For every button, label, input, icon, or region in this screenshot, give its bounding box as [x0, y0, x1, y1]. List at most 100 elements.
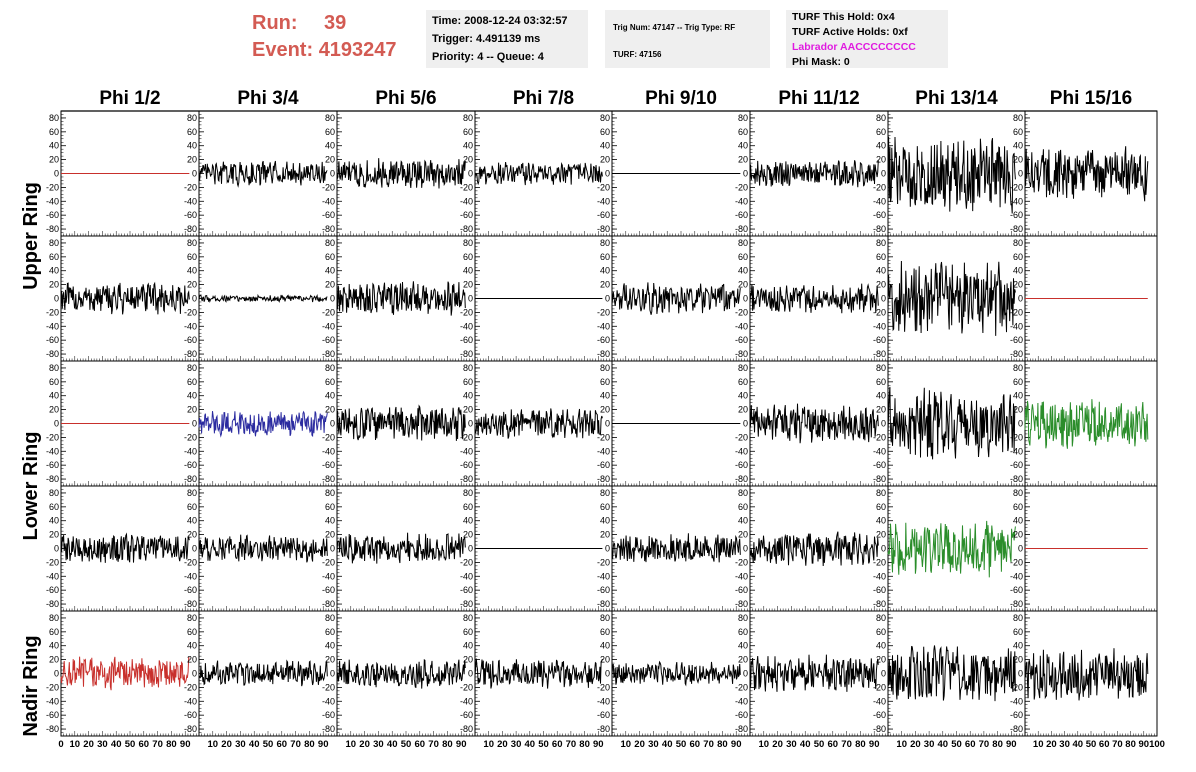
- y-tick-label: 0: [192, 419, 197, 429]
- waveform-trace: [198, 410, 328, 438]
- y-tick-label: -60: [1010, 585, 1023, 595]
- y-tick-label: 60: [325, 127, 335, 137]
- y-tick-label: -60: [322, 710, 335, 720]
- x-tick-label: 50: [263, 739, 274, 750]
- trigger-text: Trigger: 4.491139 ms: [432, 33, 541, 45]
- y-tick-label: 20: [325, 155, 335, 165]
- y-tick-label: -40: [460, 446, 473, 456]
- y-tick-label: 60: [187, 502, 197, 512]
- x-tick-label: 20: [221, 739, 232, 750]
- y-tick-label: 40: [187, 641, 197, 651]
- y-tick-label: 60: [463, 252, 473, 262]
- x-tick-label: 80: [992, 739, 1003, 750]
- y-tick-label: -20: [460, 432, 473, 442]
- y-tick-label: -40: [735, 696, 748, 706]
- waveform-trace: [198, 659, 328, 687]
- y-tick-label: -20: [735, 182, 748, 192]
- ring-label: Upper Ring: [20, 182, 42, 290]
- waveform-trace: [749, 531, 879, 567]
- waveform-trace: [1024, 648, 1149, 701]
- y-tick-label: 20: [600, 655, 610, 665]
- y-tick-label: -20: [460, 307, 473, 317]
- run-event-header: Run: 39 Event: 4193247: [252, 10, 397, 64]
- x-tick-label: 90: [731, 739, 742, 750]
- y-tick-label: 60: [738, 627, 748, 637]
- waveform-trace: [749, 283, 879, 314]
- event-label: Event:: [252, 39, 314, 61]
- x-tick-label: 50: [1086, 739, 1097, 750]
- y-tick-label: -20: [184, 557, 197, 567]
- y-tick-label: 80: [463, 613, 473, 623]
- y-tick-label: -60: [460, 210, 473, 220]
- y-tick-label: 80: [1013, 363, 1023, 373]
- x-tick-label: 10: [70, 739, 81, 750]
- y-tick-label: -40: [873, 196, 886, 206]
- y-tick-label: -80: [46, 724, 59, 734]
- y-tick-label: -60: [184, 335, 197, 345]
- x-tick-label: 20: [910, 739, 921, 750]
- x-tick-label: 90: [869, 739, 880, 750]
- y-tick-label: -80: [597, 224, 610, 234]
- y-tick-label: 0: [1018, 419, 1023, 429]
- run-value: 39: [324, 12, 347, 34]
- y-tick-label: -80: [735, 224, 748, 234]
- x-tick-label: 70: [566, 739, 577, 750]
- waveform-trace: [198, 534, 328, 563]
- y-tick-label: -40: [1010, 446, 1023, 456]
- y-tick-label: 0: [743, 419, 748, 429]
- x-tick-label: 50: [538, 739, 549, 750]
- y-tick-label: 40: [463, 516, 473, 526]
- y-tick-label: 20: [49, 530, 59, 540]
- x-tick-label: 80: [442, 739, 453, 750]
- waveform-panel: 80 60 40 20 0 -20 -40 -60 -80: [184, 610, 338, 737]
- y-tick-label: 0: [605, 169, 610, 179]
- x-tick-label: 60: [965, 739, 976, 750]
- y-tick-label: 0: [881, 419, 886, 429]
- y-tick-label: -80: [1010, 224, 1023, 234]
- y-tick-label: 40: [1013, 141, 1023, 151]
- y-tick-label: -20: [597, 557, 610, 567]
- y-tick-label: 60: [1013, 377, 1023, 387]
- y-tick-label: 80: [325, 113, 335, 123]
- y-tick-label: 40: [738, 516, 748, 526]
- y-tick-label: -20: [46, 182, 59, 192]
- x-tick-label: 60: [552, 739, 563, 750]
- y-tick-label: -20: [1010, 307, 1023, 317]
- y-tick-label: 80: [876, 113, 886, 123]
- column-header: Phi 1/2: [99, 88, 160, 109]
- x-tick-label: 60: [828, 739, 839, 750]
- x-tick-label: 60: [277, 739, 288, 750]
- y-tick-label: 20: [876, 280, 886, 290]
- column-header: Phi 15/16: [1050, 88, 1132, 109]
- y-tick-label: -80: [597, 349, 610, 359]
- x-axis-labels: 0 10 20 30 40 50 60 70 80 90 10 20 30 40 50 60 70 80 90 10 2…: [58, 739, 1165, 750]
- ring-label: Nadir Ring: [20, 635, 42, 736]
- y-tick-label: -60: [184, 585, 197, 595]
- x-tick-label: 50: [814, 739, 825, 750]
- y-tick-label: 0: [743, 294, 748, 304]
- y-tick-label: -40: [1010, 571, 1023, 581]
- y-tick-label: 0: [1018, 294, 1023, 304]
- y-tick-label: -20: [735, 557, 748, 567]
- y-tick-label: 60: [49, 252, 59, 262]
- waveform-panel: 80 60 40 20 0 -20 -40 -60 -80: [460, 610, 613, 737]
- y-tick-label: 40: [187, 266, 197, 276]
- y-tick-label: 80: [463, 113, 473, 123]
- y-tick-label: -60: [735, 460, 748, 470]
- y-tick-label: -60: [873, 210, 886, 220]
- y-tick-label: -20: [597, 682, 610, 692]
- y-tick-label: -20: [184, 432, 197, 442]
- y-tick-label: -20: [460, 682, 473, 692]
- x-tick-label: 70: [152, 739, 163, 750]
- y-tick-label: -20: [322, 557, 335, 567]
- x-tick-label: 10: [896, 739, 907, 750]
- x-tick-label: 30: [511, 739, 522, 750]
- y-tick-label: 20: [738, 155, 748, 165]
- x-tick-label: 10: [759, 739, 770, 750]
- y-tick-label: -40: [184, 196, 197, 206]
- y-tick-label: 40: [463, 641, 473, 651]
- y-tick-label: -20: [460, 182, 473, 192]
- y-tick-label: 60: [187, 252, 197, 262]
- waveform-panel: 80 60 40 20 0 -20 -40 -60 -80: [322, 360, 476, 487]
- y-tick-label: -40: [1010, 321, 1023, 331]
